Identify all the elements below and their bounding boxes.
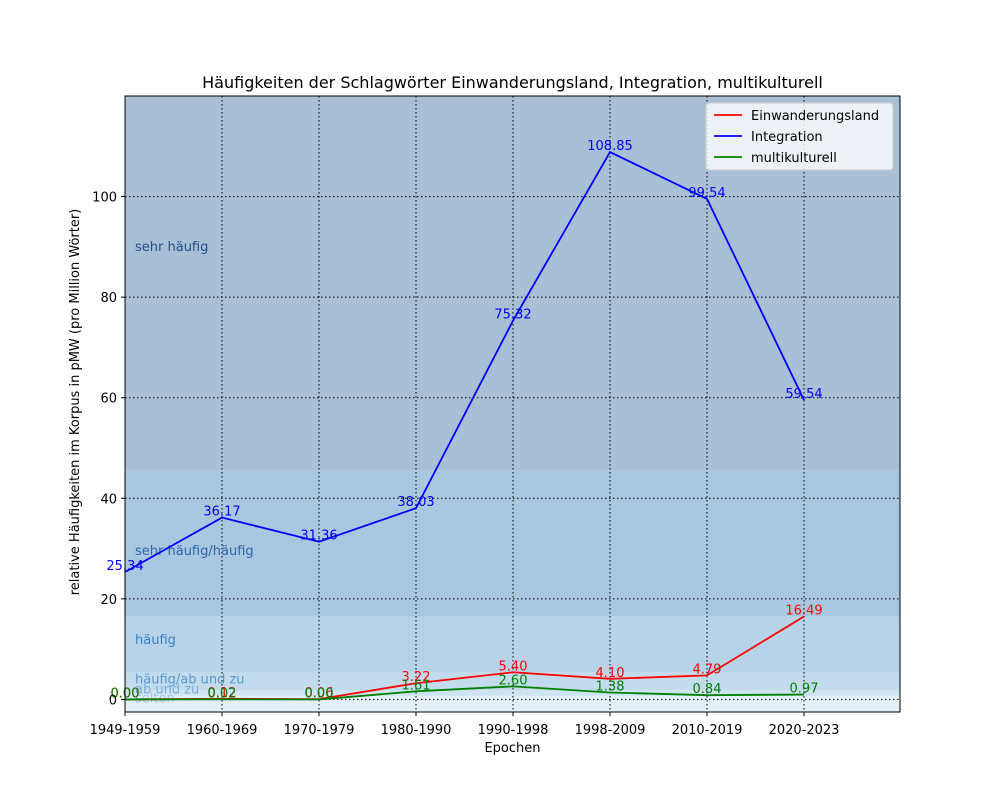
y-tick-label: 100 bbox=[92, 191, 117, 206]
band-label-2: häufig bbox=[135, 633, 176, 648]
data-label: 38.03 bbox=[397, 495, 434, 510]
band-label-4: ab und zu bbox=[135, 682, 199, 697]
y-tick-label: 0 bbox=[109, 693, 117, 708]
data-label: 0.00 bbox=[305, 686, 334, 701]
legend-label: multikulturell bbox=[751, 151, 837, 166]
data-label: 36.17 bbox=[203, 505, 240, 520]
band-labels: sehr häufig sehr häufig/häufig häufig häufi… bbox=[135, 240, 254, 707]
data-label: 1.61 bbox=[402, 678, 431, 693]
data-label: 4.10 bbox=[596, 666, 625, 681]
y-tick-label: 40 bbox=[100, 492, 117, 507]
data-label: 1.38 bbox=[596, 679, 625, 694]
x-tick-label: 1960-1969 bbox=[187, 723, 258, 738]
x-tick-label: 2020-2023 bbox=[769, 723, 840, 738]
data-label: 99.54 bbox=[688, 186, 725, 201]
band-label-1: sehr häufig/häufig bbox=[135, 544, 254, 559]
data-label: 0.97 bbox=[790, 682, 819, 697]
data-labels: 0.00 0.12 0.063.225.40 4.10 4.7916.4925.3436… bbox=[106, 139, 822, 701]
data-label: 31.36 bbox=[300, 529, 337, 544]
chart-title: Häufigkeiten der Schlagwörter Einwanderu… bbox=[202, 73, 823, 92]
x-axis-title: Epochen bbox=[484, 741, 540, 756]
y-tick-label: 80 bbox=[100, 291, 117, 306]
data-label: 0.84 bbox=[693, 682, 722, 697]
x-tick-label: 1998-2009 bbox=[575, 723, 646, 738]
legend-label: Integration bbox=[751, 130, 823, 145]
x-tick-label: 1990-1998 bbox=[478, 723, 549, 738]
data-label: 2.60 bbox=[499, 673, 528, 688]
legend: Einwanderungsland Integration multikulture… bbox=[705, 102, 894, 171]
legend-label: Einwanderungsland bbox=[751, 109, 879, 124]
y-axis-title: relative Häufigkeiten im Korpus in pMW (… bbox=[68, 209, 83, 596]
x-axis-ticks: 1949-1959 1960-1969 1970-1979 1980-1990 1990… bbox=[90, 712, 840, 738]
data-label: 59.54 bbox=[785, 387, 822, 402]
data-label: 5.40 bbox=[499, 659, 528, 674]
series-lines bbox=[124, 150, 805, 701]
y-tick-label: 60 bbox=[100, 392, 117, 407]
data-label: 16.49 bbox=[785, 604, 822, 619]
data-label: 3.22 bbox=[402, 670, 431, 685]
x-tick-label: 1970-1979 bbox=[284, 723, 355, 738]
x-tick-label: 2010-2019 bbox=[672, 723, 743, 738]
x-tick-label: 1980-1990 bbox=[381, 723, 452, 738]
data-label: 75.32 bbox=[494, 308, 531, 323]
series-line-1 bbox=[124, 150, 805, 573]
band-label-3: häufig/ab und zu bbox=[135, 672, 245, 687]
data-label: 4.79 bbox=[693, 662, 722, 677]
data-label: 0.06 bbox=[305, 686, 334, 701]
data-label: 108.85 bbox=[587, 139, 633, 154]
legend-box bbox=[705, 102, 894, 171]
x-tick-label: 1949-1959 bbox=[90, 723, 161, 738]
series-line-2 bbox=[124, 685, 805, 701]
data-label: 0.12 bbox=[208, 686, 237, 701]
band-label-0: sehr häufig bbox=[135, 240, 208, 255]
y-tick-label: 20 bbox=[100, 593, 117, 608]
y-axis-ticks: 0 20 40 60 80 100 bbox=[92, 191, 125, 708]
data-label: 0.02 bbox=[208, 686, 237, 701]
